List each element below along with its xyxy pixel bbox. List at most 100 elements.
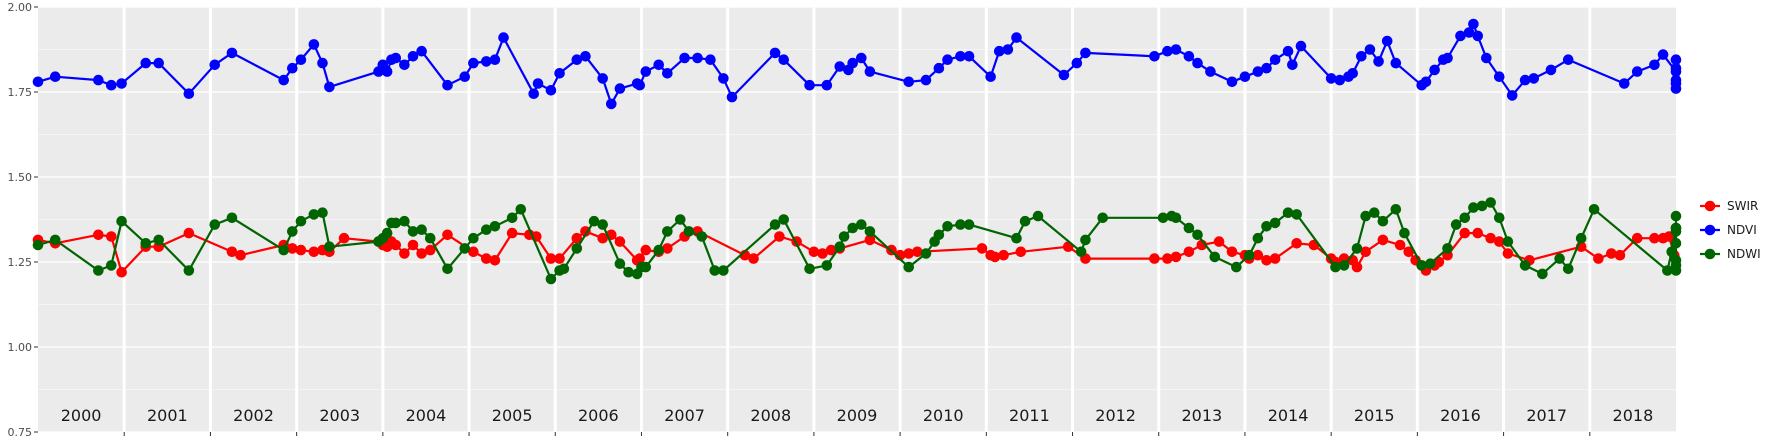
year-label: 2008 xyxy=(750,406,791,425)
data-point-ndvi xyxy=(1002,44,1014,55)
data-point-ndvi xyxy=(1334,74,1346,86)
data-point-ndwi xyxy=(1670,210,1682,222)
data-point-ndwi xyxy=(1670,254,1682,266)
data-point-ndwi xyxy=(1080,234,1091,246)
data-point-ndvi xyxy=(480,56,492,67)
legend-item-ndwi: NDWI xyxy=(1700,247,1761,261)
data-point-swir xyxy=(116,266,127,278)
data-point-ndwi xyxy=(1097,212,1108,224)
data-point-ndvi xyxy=(32,76,44,88)
data-point-ndwi xyxy=(1011,232,1022,244)
data-point-ndvi xyxy=(606,98,617,110)
data-point-ndwi xyxy=(903,261,915,273)
data-point-ndwi xyxy=(153,234,164,246)
data-point-ndvi xyxy=(1364,44,1376,55)
data-point-ndwi xyxy=(1209,251,1221,263)
data-point-ndvi xyxy=(864,66,876,77)
legend-item-swir: SWIR xyxy=(1700,199,1758,213)
data-point-swir xyxy=(1351,261,1363,273)
data-point-ndwi xyxy=(1390,204,1402,215)
data-point-ndvi xyxy=(498,32,509,43)
data-point-ndwi xyxy=(640,261,652,273)
data-point-ndvi xyxy=(1149,51,1160,62)
data-point-ndvi xyxy=(1545,64,1557,76)
data-point-ndvi xyxy=(399,59,410,71)
data-point-ndwi xyxy=(1330,261,1341,273)
data-point-ndvi xyxy=(390,52,402,64)
data-point-swir xyxy=(554,253,565,264)
data-point-ndvi xyxy=(1192,57,1203,69)
data-point-ndvi xyxy=(834,61,846,72)
data-point-swir xyxy=(1649,232,1660,244)
data-point-ndvi xyxy=(140,57,152,69)
year-label: 2010 xyxy=(923,406,964,425)
data-point-ndvi xyxy=(489,54,501,65)
data-point-ndvi xyxy=(963,51,975,62)
data-point-swir xyxy=(399,248,410,259)
data-point-swir xyxy=(976,243,988,254)
data-point-ndwi xyxy=(1502,236,1514,247)
data-point-ndwi xyxy=(1666,246,1677,258)
data-point-swir xyxy=(640,244,652,256)
data-point-ndvi xyxy=(1562,54,1574,65)
data-point-swir xyxy=(183,227,195,239)
year-label: 2018 xyxy=(1613,406,1654,425)
data-point-ndvi xyxy=(679,52,690,64)
data-point-ndwi xyxy=(1670,238,1682,249)
data-point-ndvi xyxy=(532,78,544,89)
data-point-ndvi xyxy=(545,85,557,96)
legend-swatch-point xyxy=(1704,248,1716,260)
data-point-ndwi xyxy=(1459,212,1471,224)
data-point-ndvi xyxy=(1071,57,1083,69)
data-point-ndwi xyxy=(1170,212,1182,224)
data-point-ndwi xyxy=(1338,260,1350,271)
data-point-ndvi xyxy=(1506,90,1518,101)
data-point-ndvi xyxy=(1455,30,1466,42)
data-point-ndvi xyxy=(105,79,117,91)
legend-label: NDWI xyxy=(1727,247,1761,261)
data-point-swir xyxy=(1261,254,1272,266)
data-point-swir xyxy=(1226,246,1238,258)
data-point-ndwi xyxy=(1662,265,1673,276)
year-label: 2002 xyxy=(233,406,274,425)
data-point-swir xyxy=(235,249,246,261)
data-point-ndvi xyxy=(1472,30,1484,42)
data-point-ndvi xyxy=(1226,76,1238,88)
data-point-swir xyxy=(1170,251,1182,263)
data-point-ndvi xyxy=(692,52,703,64)
data-point-swir xyxy=(1631,232,1643,244)
data-point-ndwi xyxy=(1493,212,1505,224)
data-point-swir xyxy=(817,248,828,259)
y-tick-label: 1.00 xyxy=(8,341,33,354)
data-point-swir xyxy=(295,244,307,256)
data-point-ndvi xyxy=(778,54,790,65)
data-point-swir xyxy=(480,253,492,264)
data-point-ndwi xyxy=(489,221,501,232)
data-point-swir xyxy=(1502,248,1514,259)
data-point-swir xyxy=(424,244,436,256)
data-point-ndvi xyxy=(153,57,164,69)
legend-swatch-point xyxy=(1704,224,1716,236)
data-point-ndwi xyxy=(1269,217,1281,229)
data-point-ndwi xyxy=(1468,202,1479,213)
axes: 0.75 1.00 1.25 1.50 1.75 2.00 2000 2001 2002 2003… xyxy=(8,1,1654,439)
y-tick-label: 0.75 xyxy=(8,426,33,439)
data-point-ndvi xyxy=(226,47,238,59)
data-point-ndvi xyxy=(1261,62,1272,74)
data-point-ndvi xyxy=(640,66,652,77)
data-point-swir xyxy=(416,248,427,259)
data-point-swir xyxy=(1459,227,1471,239)
data-point-ndvi xyxy=(614,83,626,94)
data-point-ndwi xyxy=(105,260,117,271)
year-label: 2001 xyxy=(147,406,188,425)
data-point-swir xyxy=(1472,227,1484,239)
series-ndvi xyxy=(32,18,1682,110)
y-tick-label: 1.75 xyxy=(8,86,33,99)
data-point-ndvi xyxy=(308,39,320,50)
data-point-ndvi xyxy=(1670,62,1682,74)
legend-label: SWIR xyxy=(1727,199,1758,213)
data-point-ndvi xyxy=(1170,44,1182,55)
data-point-ndvi xyxy=(856,52,867,64)
data-point-ndwi xyxy=(558,263,570,275)
